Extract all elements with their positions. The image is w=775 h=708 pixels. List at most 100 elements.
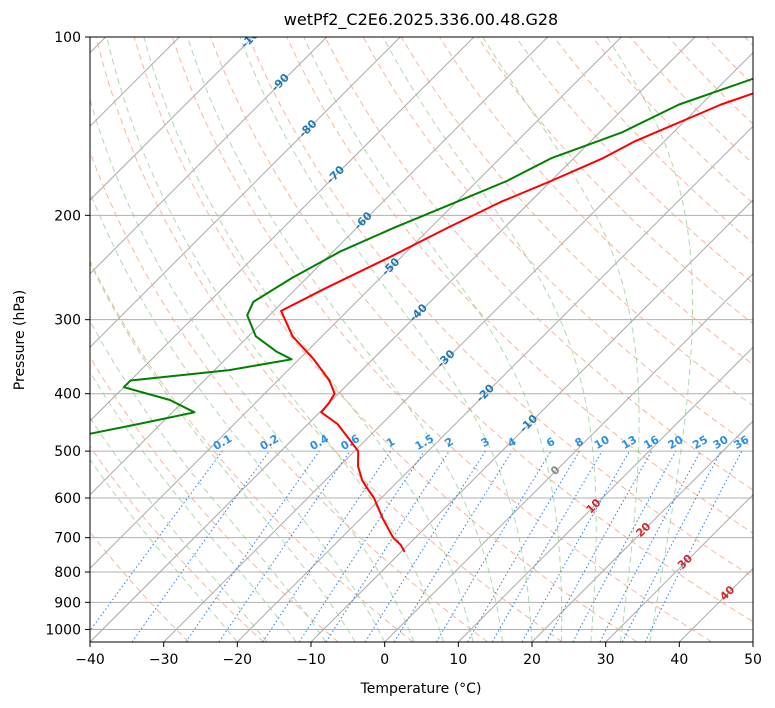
isotherm-label: -80 [296,117,319,140]
dry-adiabat [744,37,753,47]
axes: −40 −30 −20 −10 0 10 20 30 40 5010020030040050060… [45,30,762,668]
mixing-ratio-label: 0.1 [211,432,234,453]
x-tick-label: 10 [449,652,467,668]
dewpoint-line [90,77,753,435]
isotherm-line [531,420,753,642]
mixing-ratio-line [393,450,513,642]
x-tick-label: −20 [223,652,253,668]
dry-adiabat [668,37,753,125]
mixing-ratio-label: 25 [690,433,710,452]
dry-adiabat [171,37,712,642]
dry-adiabat [706,37,753,86]
dry-adiabat [515,37,753,284]
dry-adiabat [90,259,414,642]
moist-adiabat [382,37,597,642]
mixing-ratio-label: 16 [641,433,661,452]
mixing-ratio-line [262,450,392,642]
dry-adiabat [324,37,753,491]
dry-adiabat [95,37,563,642]
dry-adiabat [133,37,638,642]
mixing-ratio-line [185,450,320,642]
moist-adiabat [90,320,327,642]
mixing-ratio-line [90,450,223,632]
y-tick-label: 100 [54,30,81,46]
mixing-ratio-line [572,450,677,642]
moist-adiabat [106,37,445,642]
y-tick-label: 700 [54,531,81,547]
mixing-ratio-line [644,450,743,642]
dry-adiabat [90,356,339,642]
moist-adiabat [239,37,533,642]
mixing-ratio-line [218,450,351,642]
isotherm-line [752,641,753,642]
isotherm-label: -10 [517,412,540,435]
dry-adiabat [248,37,753,578]
isotherm-label: -30 [434,347,457,370]
x-tick-label: 20 [523,652,541,668]
dry-adiabat [90,445,264,642]
x-tick-label: 0 [380,652,389,668]
mixing-ratio-line [364,450,486,642]
isotherm-line [605,493,753,642]
mixing-ratio-label: 2 [443,435,456,450]
x-tick-label: −40 [75,652,105,668]
mixing-ratio-line [131,450,270,642]
moist-adiabat [143,37,474,642]
moist-adiabat [90,416,268,642]
chart-title: wetPf2_C2E6.2025.336.00.48.G28 [284,10,558,30]
isotherm-label: -90 [269,71,292,94]
isotherm-line [678,567,753,642]
plot-area: 0.1 0.2 0.4 0.6 1 1.5 2 3 4 6 8 10 13 16 20 25 30 36-100-… [90,37,753,642]
mixing-ratio-label: 0.4 [308,432,332,453]
moist-adiabat [90,190,386,642]
mixing-ratio-label: 0.2 [258,432,281,453]
moist-adiabat [90,370,297,642]
mixing-ratio-label: 30 [711,433,731,452]
mixing-ratio-label: 6 [544,435,557,450]
y-tick-label: 200 [54,208,81,224]
mixing-ratio-label: 1.5 [413,432,436,453]
isotherm-line [90,37,328,275]
dry-adiabat [90,150,488,642]
mixing-ratio-label: 3 [479,435,492,450]
mixing-ratio-line [325,450,450,642]
moist-adiabat [482,37,640,642]
moist-adiabat [303,37,563,642]
temperature-line [280,92,753,553]
isotherm-line [90,37,622,570]
isotherm-line [90,37,475,422]
isotherm-line [90,37,401,349]
y-tick-label: 400 [54,387,81,403]
y-tick-label: 600 [54,491,81,507]
isotherm-line [90,37,549,496]
x-tick-label: 30 [597,652,615,668]
dry-adiabat [591,37,753,204]
mixing-ratio-label: 10 [592,433,612,452]
x-tick-label: 40 [670,652,688,668]
x-tick-label: 50 [744,652,762,668]
moist-adiabat [90,261,356,642]
y-tick-label: 500 [54,444,81,460]
mixing-ratio-label: 36 [732,433,752,452]
isotherm-line [90,37,696,642]
moist-adiabat [606,37,694,642]
mixing-ratio-line [298,450,425,642]
mixing-ratio-line [521,450,630,642]
mixing-ratio-label: 20 [666,433,686,452]
moist-adiabat [187,37,503,642]
mixing-ratio-line [599,450,701,642]
mixing-ratio-label: 13 [619,433,639,452]
dry-adiabat [90,531,190,642]
mixing-ratio-line [545,450,653,642]
y-tick-label: 300 [54,313,81,329]
moist-adiabat [90,458,238,642]
mixing-ratio-label: 1 [384,435,397,450]
isotherm-line [310,199,753,642]
dry-adiabat [286,37,753,534]
isotherm-label: -60 [351,209,374,232]
isotherm-line [384,272,753,642]
y-axis-label: Pressure (hPa) [12,290,28,390]
x-tick-label: −30 [149,652,179,668]
dry-adiabat [210,37,753,623]
